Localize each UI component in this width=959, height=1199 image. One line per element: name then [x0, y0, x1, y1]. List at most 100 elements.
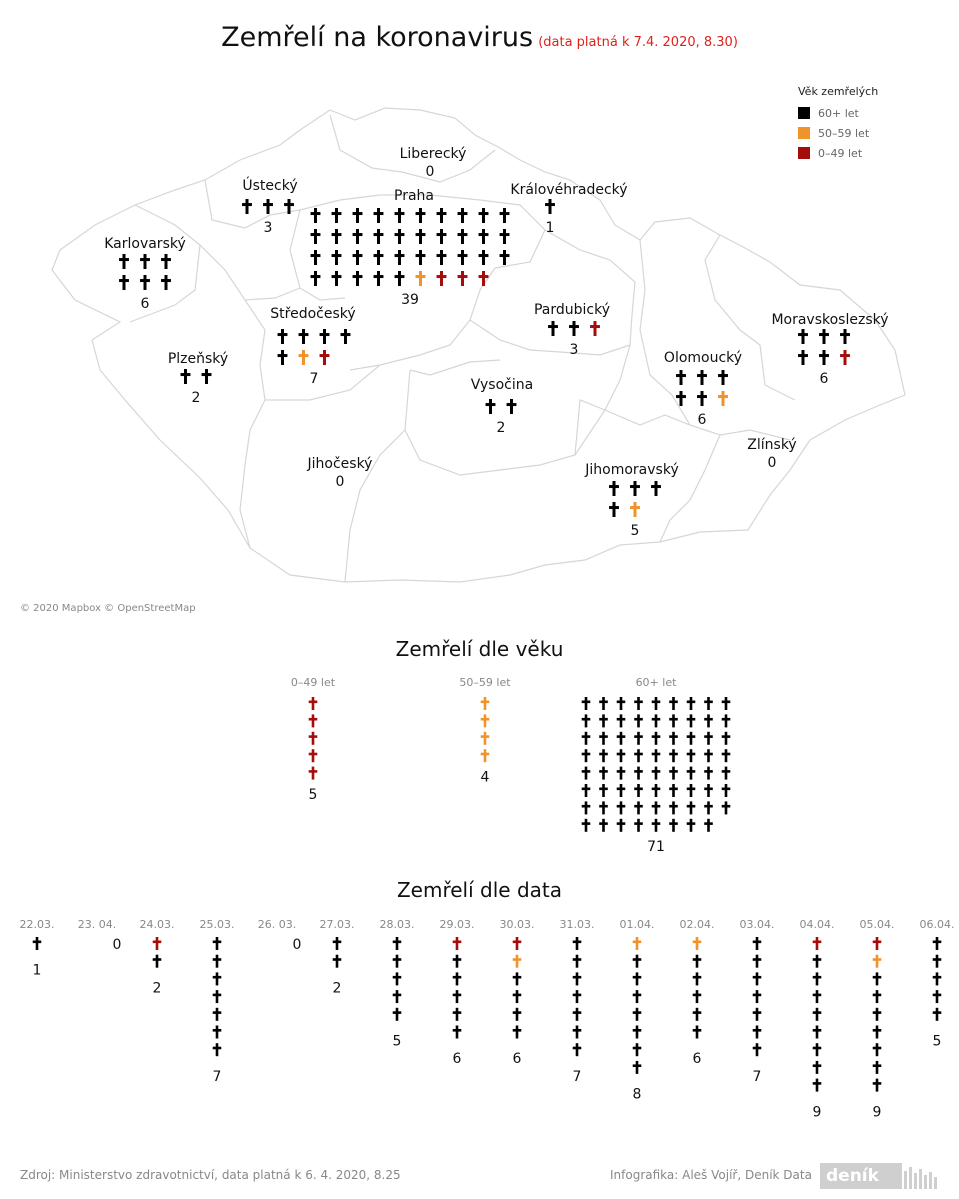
age-group-2-cross-56 [616, 801, 626, 815]
age-group-2-cross-68 [669, 818, 678, 832]
date-col-14-cross-8 [872, 1078, 882, 1092]
date-col-6-cross-1 [392, 954, 402, 968]
date-col-9-label: 31.03. [560, 918, 595, 931]
date-col-13-cross-2 [812, 972, 822, 986]
age-group-2-cross-6 [686, 697, 696, 710]
date-col-14-cross-4 [872, 1007, 882, 1021]
date-col-12-cross-6 [752, 1043, 762, 1057]
age-group-2-cross-13 [651, 714, 661, 728]
date-col-3-cross-5 [212, 1025, 222, 1039]
date-col-14-cross-0 [872, 937, 882, 950]
age-group-2-cross-64 [599, 818, 608, 832]
date-col-15-cross-4 [932, 1007, 942, 1021]
date-col-7-cross-5 [452, 1025, 462, 1039]
date-col-4-label: 26. 03. [258, 918, 296, 931]
age-group-2-cross-54 [581, 801, 591, 815]
age-group-2-cross-59 [669, 801, 678, 815]
date-col-9-cross-6 [572, 1043, 582, 1057]
age-group-2-cross-36 [581, 766, 591, 780]
date-col-3-cross-6 [212, 1043, 222, 1057]
date-col-10-label: 01.04. [620, 918, 655, 931]
age-group-2-cross-1 [599, 697, 608, 710]
date-col-11-cross-4 [692, 1007, 702, 1021]
age-group-2-total: 71 [647, 839, 665, 855]
age-group-2-cross-37 [599, 766, 608, 780]
date-col-14-cross-5 [872, 1025, 882, 1039]
date-col-2-total: 2 [153, 980, 162, 996]
age-group-2-cross-41 [669, 766, 678, 780]
date-col-15-cross-3 [932, 990, 942, 1004]
date-col-15-total: 5 [933, 1034, 942, 1050]
date-col-6-cross-3 [392, 990, 402, 1004]
age-group-2-cross-2 [616, 697, 626, 710]
date-col-3-cross-4 [212, 1007, 222, 1021]
age-group-2-cross-29 [616, 749, 626, 763]
age-group-2-cross-43 [704, 766, 713, 780]
date-col-9-cross-5 [572, 1025, 582, 1039]
denik-logo-bars-icon [904, 1167, 937, 1189]
age-group-2-cross-20 [616, 731, 626, 745]
date-col-10-cross-2 [632, 972, 642, 986]
date-col-9-total: 7 [573, 1069, 582, 1085]
date-col-13-cross-5 [812, 1025, 822, 1039]
age-group-2-cross-45 [581, 784, 591, 797]
age-group-2-cross-19 [599, 731, 608, 745]
date-col-11-label: 02.04. [680, 918, 715, 931]
age-group-0-cross-2 [308, 731, 318, 745]
age-group-2-cross-22 [651, 731, 661, 745]
age-group-2-cross-63 [581, 818, 591, 832]
date-col-7-cross-1 [452, 954, 462, 968]
age-group-2-cross-51 [686, 784, 696, 797]
date-col-10-cross-1 [632, 954, 642, 968]
title-subtitle: (data platná k 7.4. 2020, 8.30) [538, 35, 738, 50]
age-group-2-cross-18 [581, 731, 591, 745]
date-col-8-cross-2 [512, 972, 522, 986]
legend-label-0: 0–49 let [818, 146, 863, 160]
age-group-0-cross-1 [308, 714, 318, 728]
date-col-12-cross-2 [752, 972, 762, 986]
age-group-0-cross-4 [308, 766, 318, 780]
date-col-14-cross-7 [872, 1060, 882, 1074]
age-group-2-cross-31 [651, 749, 661, 763]
age-group-2-cross-16 [704, 714, 713, 728]
footer-credit: Infografika: Aleš Vojíř, Deník Data [610, 1168, 812, 1182]
date-col-12-cross-0 [752, 937, 762, 950]
date-col-14-label: 05.04. [860, 918, 895, 931]
date-col-8-label: 30.03. [500, 918, 535, 931]
date-col-13-cross-0 [812, 937, 822, 950]
legend-label-60: 60+ let [818, 106, 859, 120]
date-col-10-cross-5 [632, 1025, 642, 1039]
age-group-0-cross-0 [308, 697, 318, 710]
date-col-12-cross-4 [752, 1007, 762, 1021]
age-group-2-cross-48 [634, 784, 643, 797]
age-group-2-cross-60 [686, 801, 696, 815]
age-group-2-cross-33 [686, 749, 696, 763]
age-group-2-cross-28 [599, 749, 608, 763]
date-col-6-cross-4 [392, 1007, 402, 1021]
age-group-2-cross-53 [721, 784, 731, 797]
legend-swatch-50 [798, 127, 810, 139]
date-col-4-total: 0 [293, 937, 302, 953]
age-group-2-cross-15 [686, 714, 696, 728]
date-col-14-cross-3 [872, 990, 882, 1004]
date-col-12-total: 7 [753, 1069, 762, 1085]
date-col-11-cross-3 [692, 990, 702, 1004]
legend-item-0: 0–49 let [798, 143, 878, 163]
age-group-2-cross-55 [599, 801, 608, 815]
legend-label-50: 50–59 let [818, 126, 870, 140]
legend-item-60: 60+ let [798, 103, 878, 123]
date-col-3-total: 7 [213, 1069, 222, 1085]
date-col-8-cross-1 [512, 954, 522, 968]
date-col-8-total: 6 [513, 1051, 522, 1067]
date-col-9-cross-2 [572, 972, 582, 986]
date-col-11-cross-1 [692, 954, 702, 968]
date-col-14-cross-6 [872, 1043, 882, 1057]
map-credit: © 2020 Mapbox © OpenStreetMap [20, 603, 196, 614]
age-group-2-cross-12 [634, 714, 643, 728]
age-group-2-cross-27 [581, 749, 591, 763]
age-group-2-cross-17 [721, 714, 731, 728]
date-col-10-total: 8 [633, 1087, 642, 1103]
age-group-2-cross-10 [599, 714, 608, 728]
age-group-2-cross-38 [616, 766, 626, 780]
age-group-0-total: 5 [309, 787, 318, 803]
